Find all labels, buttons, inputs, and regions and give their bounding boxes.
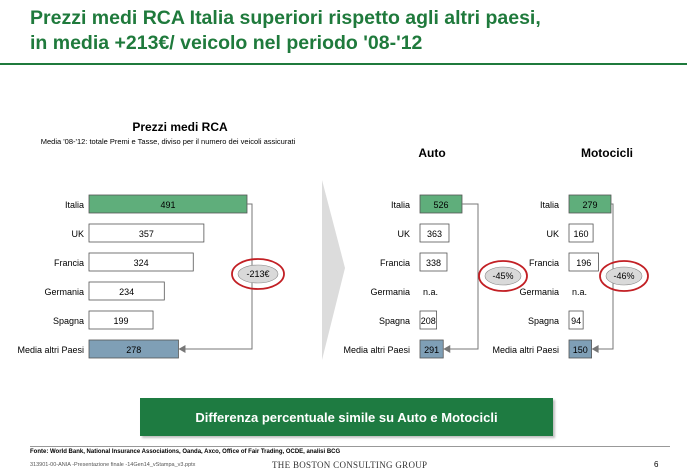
chart-title-moto: Motocicli: [580, 146, 633, 160]
chart2-value-label-4: 94: [571, 316, 581, 326]
chart2-value-label-5: 150: [573, 345, 588, 355]
chart2-category-0: Italia: [540, 200, 559, 210]
chart2-category-3: Germania: [519, 287, 559, 297]
chart2-value-label-3: n.a.: [572, 287, 587, 297]
title-divider: [0, 63, 687, 65]
chart0-category-2: Francia: [54, 258, 84, 268]
chart-subtitle-main: Media '08-'12: totale Premi e Tasse, div…: [40, 137, 296, 146]
chart2-bar-2: [568, 252, 599, 272]
chart1-bar-4: [419, 310, 438, 330]
chart2-category-5: Media altri Paesi: [492, 345, 559, 355]
chart0-annotation-pill: [237, 264, 279, 284]
chart0-bracket-arrow-icon: [178, 345, 186, 353]
title-line-2: in media +213€/ veicolo nel periodo '08-…: [30, 32, 423, 54]
chart-title-auto: Auto: [418, 146, 446, 160]
page-title: Prezzi medi RCA Italia superiori rispett…: [30, 6, 670, 56]
chart2-category-2: Francia: [529, 258, 559, 268]
chart1-category-5: Media altri Paesi: [343, 345, 410, 355]
chart0-annotation-circle: [231, 258, 285, 290]
chart1-value-label-1: 363: [427, 229, 442, 239]
chart1-category-4: Spagna: [379, 316, 410, 326]
chart2-category-4: Spagna: [528, 316, 559, 326]
chart2-value-label-2: 196: [576, 258, 591, 268]
source-note: Fonte: World Bank, National Insurance As…: [30, 449, 341, 455]
summary-banner: Differenza percentuale simile su Auto e …: [140, 398, 553, 436]
chart0-bar-1: [88, 223, 205, 243]
chart1-bracket-arrow-icon: [443, 345, 451, 353]
chart1-value-label-4: 208: [421, 316, 436, 326]
chart0-value-label-5: 278: [126, 345, 141, 355]
chart1-value-label-3: n.a.: [423, 287, 438, 297]
chart0-bar-4: [88, 310, 154, 330]
chart0-category-5: Media altri Paesi: [17, 345, 84, 355]
chart2-category-1: UK: [546, 229, 559, 239]
chart0-value-label-3: 234: [119, 287, 134, 297]
chart0-category-0: Italia: [65, 200, 84, 210]
chart0-category-3: Germania: [44, 287, 84, 297]
chart2-bracket-arrow-icon: [591, 345, 599, 353]
chart0-category-1: UK: [71, 229, 84, 239]
footer-divider: [30, 446, 670, 447]
chart0-category-4: Spagna: [53, 316, 84, 326]
chart2-annotation-pill: [605, 266, 643, 286]
chart1-bar-1: [419, 223, 450, 243]
chart2-bar-4: [568, 310, 584, 330]
chart1-bar-2: [419, 252, 448, 272]
chart0-value-label-1: 357: [139, 229, 154, 239]
chart1-value-label-5: 291: [424, 345, 439, 355]
page-number: 6: [654, 460, 659, 469]
chart1-annotation-pill: [484, 266, 522, 286]
chart0-value-label-0: 491: [160, 200, 175, 210]
chart0-bar-2: [88, 252, 194, 272]
chart1-annotation-label: -45%: [492, 271, 513, 281]
chart1-value-label-0: 526: [433, 200, 448, 210]
chart2-value-label-1: 160: [574, 229, 589, 239]
chart1-category-2: Francia: [380, 258, 410, 268]
chart0-bar-3: [88, 281, 165, 301]
chart1-category-3: Germania: [370, 287, 410, 297]
chart2-annotation-label: -46%: [613, 271, 634, 281]
chart0-annotation-label: -213€: [246, 269, 269, 279]
chart2-value-label-0: 279: [582, 200, 597, 210]
chart1-category-0: Italia: [391, 200, 410, 210]
chevron-arrow-icon: [322, 180, 345, 360]
chart1-category-1: UK: [397, 229, 410, 239]
bcg-logo: THE BOSTON CONSULTING GROUP: [272, 460, 428, 470]
chart1-value-label-2: 338: [426, 258, 441, 268]
chart2-annotation-circle: [599, 260, 649, 292]
chart1-bracket-line: [449, 203, 479, 350]
title-line-1: Prezzi medi RCA Italia superiori rispett…: [30, 7, 541, 29]
file-reference: 313901-00-ANIA -Presentazione finale -14…: [30, 462, 196, 468]
chart1-annotation-circle: [478, 260, 528, 292]
chart-title-main: Prezzi medi RCA: [132, 120, 228, 134]
chart2-bar-1: [568, 223, 594, 243]
chart0-value-label-4: 199: [114, 316, 129, 326]
chart0-value-label-2: 324: [134, 258, 149, 268]
